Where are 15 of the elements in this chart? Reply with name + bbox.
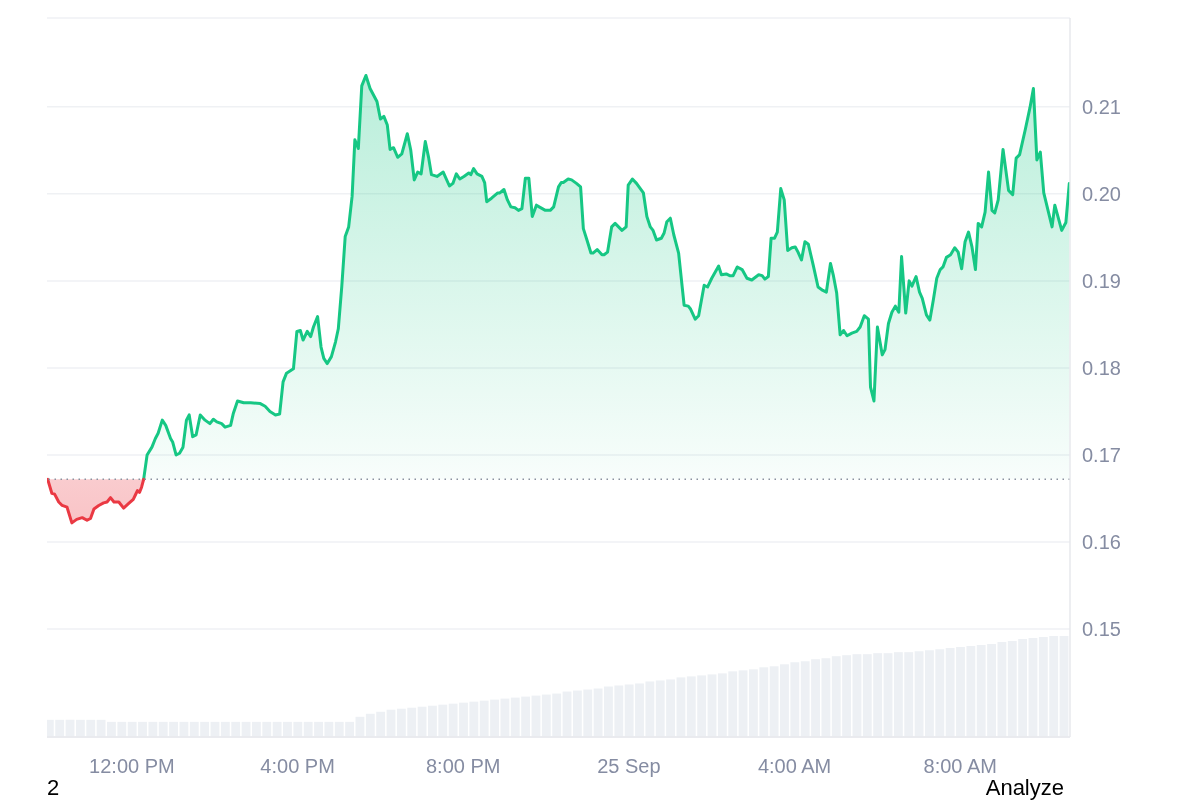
y-tick-label: 0.21: [1082, 95, 1121, 118]
x-tick-label: 25 Sep: [597, 755, 661, 778]
y-tick-label: 0.16: [1082, 531, 1121, 554]
y-tick-label: 0.20: [1082, 182, 1121, 205]
y-tick-label: 0.17: [1082, 444, 1121, 467]
x-tick-label: 8:00 PM: [426, 755, 501, 778]
y-tick-label: 0.19: [1082, 269, 1121, 292]
y-tick-label: 0.15: [1082, 618, 1121, 641]
x-tick-label: 4:00 PM: [260, 755, 335, 778]
text: 2: [47, 775, 60, 800]
text: Analyze: [985, 775, 1064, 800]
x-tick-label: 8:00 AM: [923, 755, 997, 778]
x-tick-label: 12:00 PM: [89, 755, 175, 778]
x-tick-label: 4:00 AM: [757, 755, 832, 778]
y-tick-label: 0.18: [1082, 357, 1121, 380]
